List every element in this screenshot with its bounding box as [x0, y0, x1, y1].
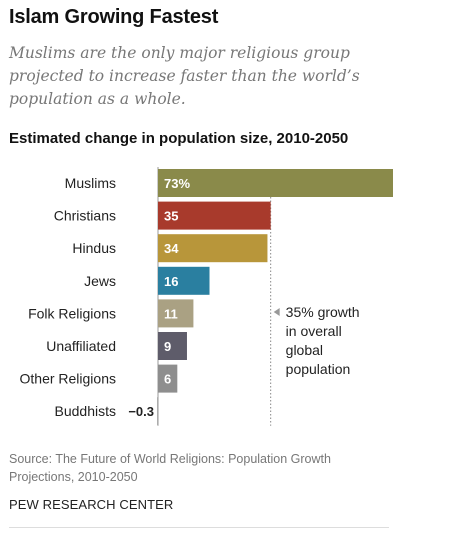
reference-arrow-icon — [273, 308, 280, 316]
category-label: Buddhists — [55, 403, 116, 419]
reference-label-line: global — [286, 342, 323, 358]
category-label: Christians — [54, 208, 116, 224]
bar — [158, 299, 194, 328]
category-label: Muslims — [65, 175, 116, 191]
bar-chart: Muslims 73% Christians 35 Hindus 34 Jews 16 Folk… — [20, 167, 393, 426]
category-label: Hindus — [72, 240, 116, 256]
bar-value-label: −0.3 — [128, 404, 154, 419]
bar — [158, 364, 178, 393]
bar-value-label: 11 — [164, 306, 178, 321]
organization-name: PEW RESEARCH CENTER — [9, 497, 174, 512]
category-label: Other Religions — [20, 371, 117, 387]
page-subtitle: Muslims are the only major religious gro… — [9, 44, 360, 108]
footer-divider — [9, 527, 389, 528]
bar-value-label: 34 — [164, 241, 179, 256]
category-label: Unaffiliated — [46, 338, 116, 354]
bar-value-label: 16 — [164, 274, 178, 289]
category-label: Jews — [84, 273, 116, 289]
bar — [158, 332, 187, 360]
reference-label-line: in overall — [286, 323, 342, 339]
bar-value-label: 6 — [164, 372, 171, 387]
reference-label-line: population — [286, 361, 351, 377]
source-note: Source: The Future of World Religions: P… — [9, 452, 331, 484]
page-title: Islam Growing Fastest — [9, 6, 219, 28]
category-label: Folk Religions — [28, 305, 116, 321]
bar — [158, 266, 210, 295]
reference-label-line: 35% growth — [286, 304, 360, 320]
chart-title: Estimated change in population size, 201… — [9, 130, 349, 147]
bar-value-label: 9 — [164, 339, 171, 354]
bar — [158, 201, 271, 230]
bar-value-label: 73% — [164, 176, 190, 191]
bar — [158, 169, 393, 197]
bar-value-label: 35 — [164, 209, 178, 224]
bar — [158, 234, 268, 263]
bar — [157, 397, 158, 426]
